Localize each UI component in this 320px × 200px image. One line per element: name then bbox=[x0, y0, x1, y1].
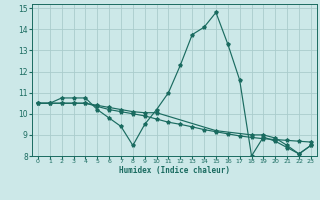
X-axis label: Humidex (Indice chaleur): Humidex (Indice chaleur) bbox=[119, 166, 230, 175]
